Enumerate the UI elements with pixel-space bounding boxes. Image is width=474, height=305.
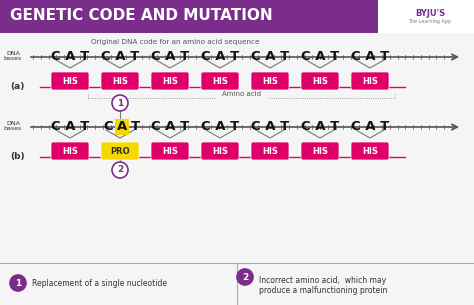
Circle shape [112, 95, 128, 111]
Text: HIS: HIS [262, 146, 278, 156]
FancyBboxPatch shape [251, 142, 289, 160]
FancyBboxPatch shape [151, 142, 189, 160]
Text: A: A [117, 120, 127, 134]
Text: DNA
bases: DNA bases [4, 51, 22, 61]
Text: C: C [103, 120, 113, 134]
Text: C A T: C A T [251, 120, 289, 134]
Text: BYJU'S: BYJU'S [415, 9, 445, 19]
Text: C A T: C A T [351, 51, 389, 63]
FancyBboxPatch shape [201, 72, 239, 90]
Bar [378, 0, 474, 33]
Text: Incorrect amino acid,  which may
produce a malfunctioning protein: Incorrect amino acid, which may produce … [259, 276, 387, 296]
Text: C A T: C A T [201, 120, 239, 134]
FancyBboxPatch shape [101, 142, 139, 160]
Text: HIS: HIS [112, 77, 128, 85]
Text: Amino acid: Amino acid [222, 91, 262, 97]
Text: C A T: C A T [351, 120, 389, 134]
Text: 2: 2 [117, 166, 123, 174]
Text: 1: 1 [117, 99, 123, 107]
Bar [0, 0, 380, 33]
Circle shape [237, 269, 253, 285]
Text: HIS: HIS [262, 77, 278, 85]
Text: C A T: C A T [301, 120, 339, 134]
Text: The Learning App: The Learning App [409, 20, 452, 24]
Text: 2: 2 [242, 272, 248, 282]
Text: HIS: HIS [212, 77, 228, 85]
Text: (b): (b) [10, 152, 25, 160]
FancyBboxPatch shape [201, 142, 239, 160]
Text: C A T: C A T [101, 51, 139, 63]
FancyBboxPatch shape [351, 72, 389, 90]
Text: C A T: C A T [251, 51, 289, 63]
Text: HIS: HIS [162, 146, 178, 156]
Text: C A T: C A T [151, 120, 189, 134]
Text: HIS: HIS [212, 146, 228, 156]
Text: C A T: C A T [51, 120, 89, 134]
Text: GENETIC CODE AND MUTATION: GENETIC CODE AND MUTATION [10, 9, 273, 23]
Circle shape [112, 162, 128, 178]
FancyBboxPatch shape [51, 142, 89, 160]
Text: HIS: HIS [362, 146, 378, 156]
Text: C A T: C A T [301, 51, 339, 63]
Text: HIS: HIS [62, 146, 78, 156]
Text: HIS: HIS [312, 146, 328, 156]
FancyBboxPatch shape [351, 142, 389, 160]
Text: PRO: PRO [110, 146, 130, 156]
Text: C A T: C A T [51, 51, 89, 63]
FancyBboxPatch shape [51, 72, 89, 90]
Text: HIS: HIS [162, 77, 178, 85]
Text: HIS: HIS [312, 77, 328, 85]
Text: C A T: C A T [201, 51, 239, 63]
Text: Replacement of a single nucleotide: Replacement of a single nucleotide [32, 278, 167, 288]
FancyBboxPatch shape [301, 142, 339, 160]
Text: DNA
bases: DNA bases [4, 120, 22, 131]
FancyBboxPatch shape [151, 72, 189, 90]
Text: T: T [130, 120, 139, 134]
Text: 1: 1 [15, 278, 21, 288]
Text: HIS: HIS [62, 77, 78, 85]
Text: (a): (a) [10, 81, 24, 91]
Circle shape [10, 275, 26, 291]
Text: HIS: HIS [362, 77, 378, 85]
Text: C A T: C A T [151, 51, 189, 63]
Text: Original DNA code for an amino acid sequence: Original DNA code for an amino acid sequ… [91, 39, 259, 45]
FancyBboxPatch shape [101, 72, 139, 90]
Bar [115, 119, 129, 135]
FancyBboxPatch shape [251, 72, 289, 90]
FancyBboxPatch shape [301, 72, 339, 90]
